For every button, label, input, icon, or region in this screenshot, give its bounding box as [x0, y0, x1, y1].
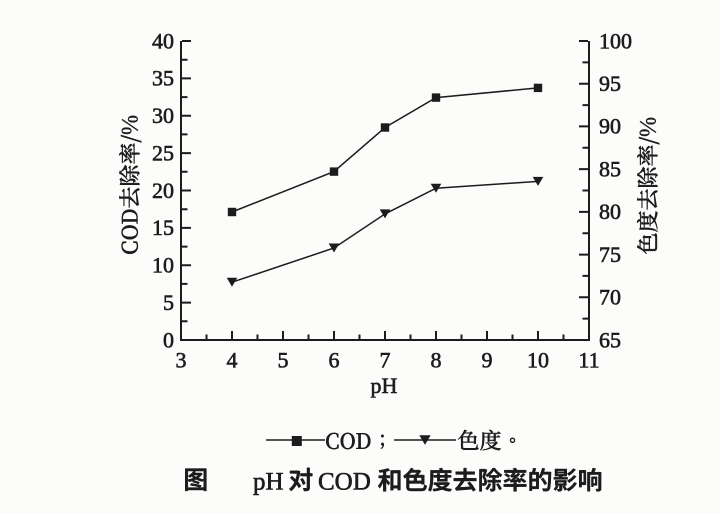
svg-text:pH: pH [371, 373, 398, 398]
svg-text:pH: pH [253, 469, 284, 496]
svg-text:80: 80 [599, 199, 621, 224]
svg-text:11: 11 [578, 348, 599, 373]
svg-text:90: 90 [599, 114, 621, 139]
svg-text:4: 4 [227, 348, 238, 373]
svg-text:100: 100 [599, 28, 632, 53]
svg-text:8: 8 [431, 348, 442, 373]
svg-text:65: 65 [599, 327, 621, 352]
svg-text:10: 10 [527, 348, 549, 373]
svg-text:75: 75 [599, 242, 621, 267]
svg-text:0: 0 [163, 327, 174, 352]
svg-text:30: 30 [152, 103, 174, 128]
svg-text:40: 40 [152, 28, 174, 53]
svg-text:85: 85 [599, 156, 621, 181]
svg-text:15: 15 [152, 215, 174, 240]
svg-text:6: 6 [329, 348, 340, 373]
svg-text:9: 9 [482, 348, 493, 373]
svg-text:95: 95 [599, 71, 621, 96]
svg-text:3: 3 [176, 348, 187, 373]
svg-text:70: 70 [599, 285, 621, 310]
svg-text:35: 35 [152, 66, 174, 91]
svg-text:25: 25 [152, 140, 174, 165]
svg-text:5: 5 [278, 348, 289, 373]
svg-text:7: 7 [380, 348, 391, 373]
svg-text:5: 5 [163, 290, 174, 315]
svg-text:10: 10 [152, 253, 174, 278]
svg-text:20: 20 [152, 178, 174, 203]
svg-text:COD: COD [318, 469, 371, 496]
